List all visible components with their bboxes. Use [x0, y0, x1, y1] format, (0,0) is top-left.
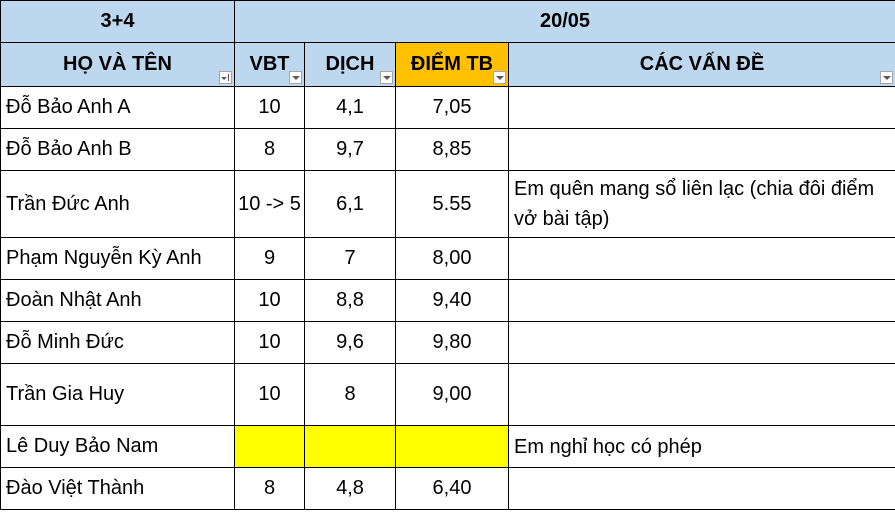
name-cell[interactable]: Phạm Nguyễn Kỳ Anh — [0, 237, 235, 280]
vbt-cell[interactable]: 10 -> 5 — [234, 170, 305, 238]
table-row: Lê Duy Bảo Nam Em nghỉ học có phép — [0, 425, 895, 468]
table-row: Đỗ Minh Đức 10 9,6 9,80 — [0, 321, 895, 364]
filter-dropdown-icon[interactable] — [493, 71, 506, 84]
column-header-dich-label: DỊCH — [325, 53, 375, 75]
group-label: 3+4 — [100, 10, 135, 32]
filter-dropdown-icon[interactable] — [880, 71, 893, 84]
issue-cell[interactable] — [508, 279, 895, 322]
diem-tb-cell[interactable]: 9,00 — [395, 363, 509, 426]
dich-cell[interactable]: 9,6 — [304, 321, 396, 364]
group-header-row: 3+4 20/05 — [0, 0, 895, 43]
dich-cell[interactable] — [304, 425, 396, 468]
column-header-vbt[interactable]: VBT — [234, 42, 305, 87]
issue-cell[interactable] — [508, 363, 895, 426]
filter-dropdown-icon[interactable] — [380, 71, 393, 84]
name-cell[interactable]: Đỗ Minh Đức — [0, 321, 235, 364]
vbt-cell[interactable]: 8 — [234, 467, 305, 510]
sort-filter-icon[interactable] — [219, 71, 232, 84]
vbt-cell[interactable]: 9 — [234, 237, 305, 280]
issue-cell[interactable] — [508, 128, 895, 171]
table-row: Đoàn Nhật Anh 10 8,8 9,40 — [0, 279, 895, 322]
table-row: Đào Việt Thành 8 4,8 6,40 — [0, 467, 895, 510]
issue-cell[interactable] — [508, 321, 895, 364]
issue-cell[interactable]: Em nghỉ học có phép — [508, 425, 895, 468]
group-label-cell[interactable]: 3+4 — [0, 0, 235, 43]
date-header-cell[interactable]: 20/05 — [234, 0, 895, 43]
issue-cell[interactable]: Em quên mang sổ liên lạc (chia đôi điểm … — [508, 170, 895, 238]
dich-cell[interactable]: 4,8 — [304, 467, 396, 510]
table-row: Phạm Nguyễn Kỳ Anh 9 7 8,00 — [0, 237, 895, 280]
column-header-issues[interactable]: CÁC VẤN ĐỀ — [508, 42, 895, 87]
vbt-cell[interactable] — [234, 425, 305, 468]
diem-tb-cell[interactable]: 8,85 — [395, 128, 509, 171]
vbt-cell[interactable]: 10 — [234, 363, 305, 426]
table-row: Đỗ Bảo Anh A 10 4,1 7,05 — [0, 86, 895, 129]
name-cell[interactable]: Trần Gia Huy — [0, 363, 235, 426]
diem-tb-cell[interactable]: 5.55 — [395, 170, 509, 238]
issue-cell[interactable] — [508, 86, 895, 129]
diem-tb-cell[interactable]: 7,05 — [395, 86, 509, 129]
table-row: Đỗ Bảo Anh B 8 9,7 8,85 — [0, 128, 895, 171]
column-header-dich[interactable]: DỊCH — [304, 42, 396, 87]
issue-cell[interactable] — [508, 467, 895, 510]
diem-tb-cell[interactable]: 6,40 — [395, 467, 509, 510]
dich-cell[interactable]: 8 — [304, 363, 396, 426]
column-header-vbt-label: VBT — [249, 53, 290, 75]
name-cell[interactable]: Đoàn Nhật Anh — [0, 279, 235, 322]
column-header-name-label: HỌ VÀ TÊN — [63, 53, 172, 75]
vbt-cell[interactable]: 10 — [234, 321, 305, 364]
vbt-cell[interactable]: 10 — [234, 86, 305, 129]
date-label: 20/05 — [539, 10, 591, 32]
name-cell[interactable]: Đào Việt Thành — [0, 467, 235, 510]
table-row: Trần Đức Anh 10 -> 5 6,1 5.55 Em quên ma… — [0, 170, 895, 238]
column-header-diem-tb-label: ĐIỂM TB — [410, 53, 494, 75]
vbt-cell[interactable]: 8 — [234, 128, 305, 171]
dich-cell[interactable]: 8,8 — [304, 279, 396, 322]
diem-tb-cell[interactable]: 8,00 — [395, 237, 509, 280]
column-header-issues-label: CÁC VẤN ĐỀ — [639, 53, 765, 75]
filter-dropdown-icon[interactable] — [289, 71, 302, 84]
dich-cell[interactable]: 6,1 — [304, 170, 396, 238]
column-header-row: HỌ VÀ TÊN VBT DỊCH ĐIỂM TB CÁC VẤN ĐỀ — [0, 42, 895, 87]
diem-tb-cell[interactable]: 9,40 — [395, 279, 509, 322]
name-cell[interactable]: Trần Đức Anh — [0, 170, 235, 238]
dich-cell[interactable]: 9,7 — [304, 128, 396, 171]
dich-cell[interactable]: 7 — [304, 237, 396, 280]
vbt-cell[interactable]: 10 — [234, 279, 305, 322]
column-header-diem-tb[interactable]: ĐIỂM TB — [395, 42, 509, 87]
name-cell[interactable]: Lê Duy Bảo Nam — [0, 425, 235, 468]
name-cell[interactable]: Đỗ Bảo Anh A — [0, 86, 235, 129]
diem-tb-cell[interactable] — [395, 425, 509, 468]
table-row: Trần Gia Huy 10 8 9,00 — [0, 363, 895, 426]
name-cell[interactable]: Đỗ Bảo Anh B — [0, 128, 235, 171]
issue-cell[interactable] — [508, 237, 895, 280]
dich-cell[interactable]: 4,1 — [304, 86, 396, 129]
column-header-name[interactable]: HỌ VÀ TÊN — [0, 42, 235, 87]
diem-tb-cell[interactable]: 9,80 — [395, 321, 509, 364]
